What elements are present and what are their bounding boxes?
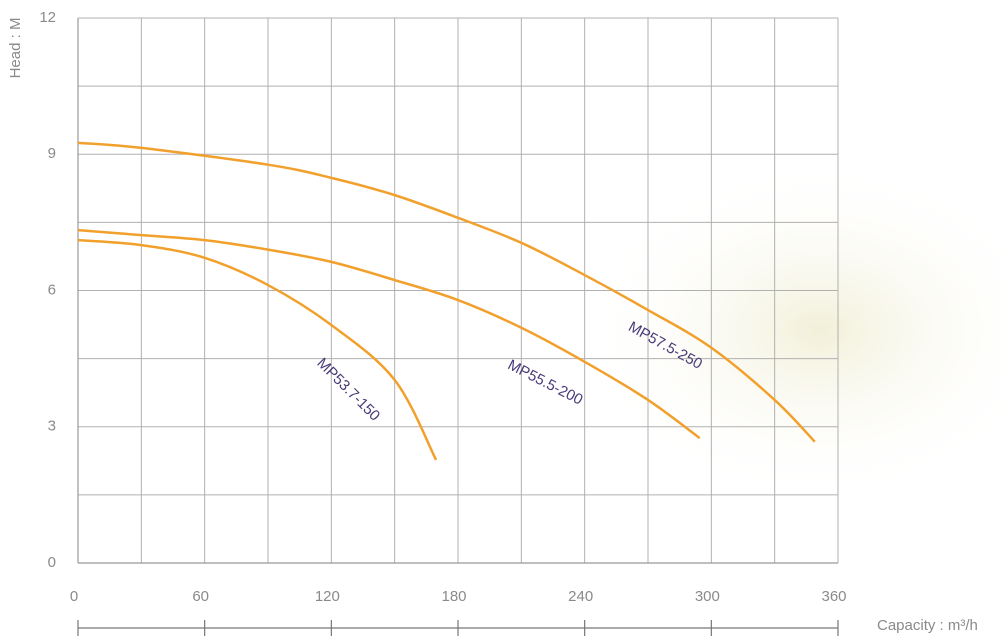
y-tick-label: 0 [48,554,56,571]
x-axis-title: Capacity : m³/h [877,617,978,634]
y-tick-label: 9 [48,145,56,162]
x-tick-label: 180 [441,588,466,605]
y-tick-label: 6 [48,281,56,298]
x-tick-label: 120 [315,588,340,605]
x-tick-label: 0 [70,588,78,605]
x-tick-label: 60 [192,588,209,605]
curve-label: MP53.7-150 [313,355,383,425]
background-decoration [580,160,1001,500]
y-tick-label: 12 [39,9,56,26]
x-tick-label: 240 [568,588,593,605]
y-axis-title: Head : M [7,18,24,79]
curve [77,141,816,443]
y-tick-label: 3 [48,418,56,435]
curve [77,228,701,440]
curve [77,238,438,461]
curve-label: MP55.5-200 [505,356,586,408]
x-tick-label: 360 [821,588,846,605]
x-tick-label: 300 [695,588,720,605]
